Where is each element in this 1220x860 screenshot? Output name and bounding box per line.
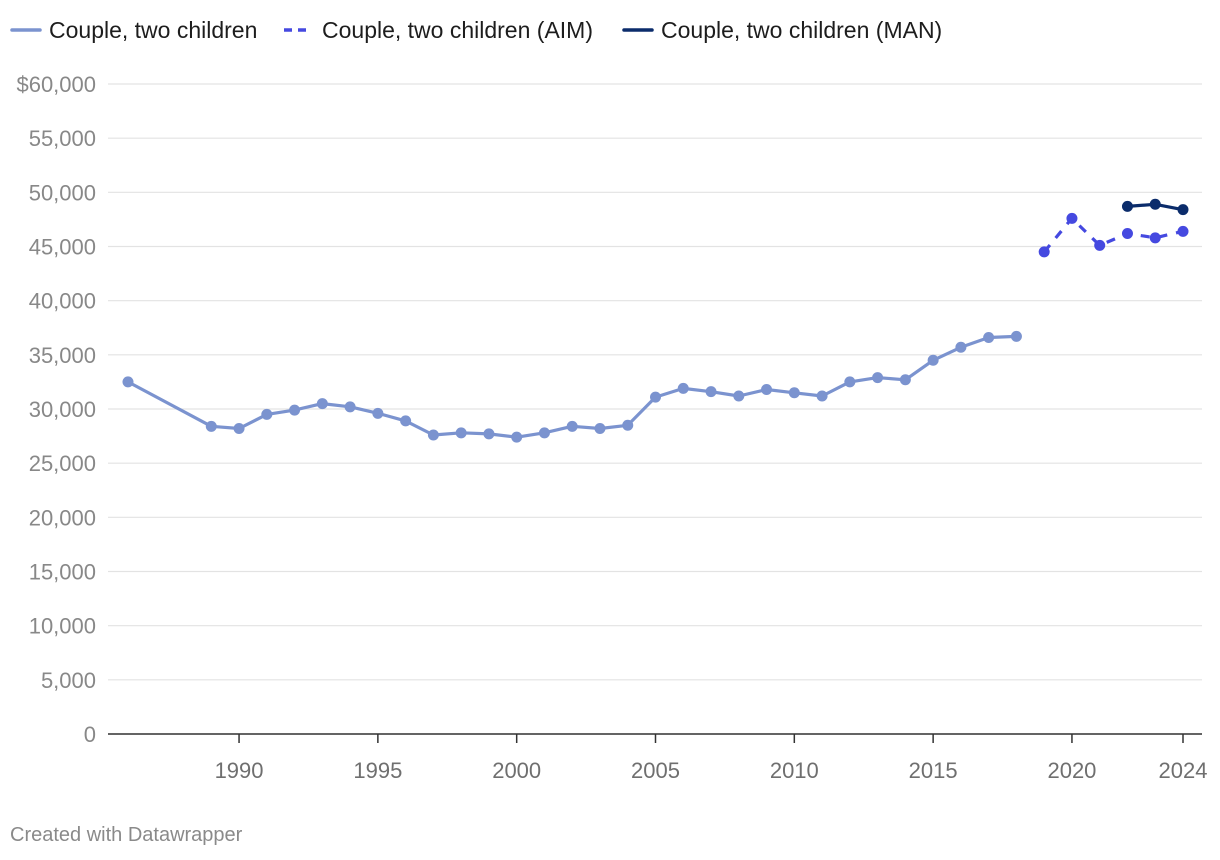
y-tick-label: 15,000 [29,560,96,585]
credit-text: Created with Datawrapper [10,824,243,846]
y-tick-label: 25,000 [29,451,96,476]
data-point [594,423,606,434]
data-point [1177,204,1189,216]
data-point [122,376,134,388]
legend-label: Couple, two children [49,17,257,43]
y-tick-label: 5,000 [41,668,96,693]
data-point [705,386,717,398]
data-point [1066,212,1078,224]
data-point [1177,225,1189,237]
data-point [372,407,384,419]
x-axis: 1990 1995 2000 2005 2010 2015 2020 2024 [108,733,1208,783]
data-point [844,376,856,388]
y-tick-label: 10,000 [29,614,96,639]
x-tick-label: 2024 [1159,758,1208,783]
y-tick-label: 0 [84,722,96,747]
x-tick-label: 2020 [1047,758,1096,783]
data-point [455,427,467,439]
y-tick-label: 50,000 [29,180,96,205]
x-tick-label: 2000 [492,758,541,783]
data-point [761,384,773,395]
y-tick-label: $60,000 [16,72,96,97]
y-tick-label: 35,000 [29,343,96,368]
data-point [816,390,828,402]
series-1 [1038,212,1189,258]
data-point [261,408,273,420]
data-point [650,391,661,403]
data-point [1149,232,1161,244]
data-point [566,420,578,432]
series-2 [1121,198,1189,216]
y-tick-label: 40,000 [29,289,96,314]
legend-item: Couple, two children [10,17,257,43]
data-point [344,401,356,413]
data-point [427,429,439,441]
data-point [233,423,245,434]
y-tick-label: 30,000 [29,397,96,422]
data-point [983,332,995,343]
legend-label: Couple, two children (MAN) [661,17,942,43]
data-point [677,382,689,394]
legend: Couple, two children Couple, two children… [10,17,942,43]
data-point [1149,198,1161,210]
y-axis-ticks: $60,000 55,000 50,000 45,000 40,000 35,000 30,… [16,72,96,747]
y-tick-label: 55,000 [29,126,96,151]
data-point [316,398,328,410]
x-tick-label: 2010 [770,758,819,783]
x-tick-label: 1990 [215,758,264,783]
x-tick-label: 2015 [909,758,958,783]
y-tick-label: 45,000 [29,235,96,260]
series-lines [122,198,1189,443]
data-point [872,372,884,384]
data-point [511,431,523,443]
data-point [927,354,939,366]
data-point [788,387,800,399]
data-point [1121,200,1133,212]
data-point [205,420,217,432]
y-tick-label: 20,000 [29,505,96,530]
x-tick-label: 2005 [631,758,680,783]
data-point [733,390,745,402]
data-point [538,427,550,439]
series-0 [122,330,1022,443]
x-tick-label: 1995 [353,758,402,783]
data-point [955,341,967,353]
legend-item: Couple, two children (MAN) [622,17,942,43]
data-point [622,419,634,431]
data-point [1094,239,1106,251]
data-point [899,374,911,386]
data-point [1010,330,1022,342]
legend-label: Couple, two children (AIM) [322,17,593,43]
data-point [400,415,412,427]
data-point [289,404,301,416]
data-point [1121,228,1133,239]
y-gridlines [108,83,1202,735]
legend-item: Couple, two children (AIM) [284,17,593,43]
data-point [1038,246,1050,258]
data-point [483,428,495,440]
